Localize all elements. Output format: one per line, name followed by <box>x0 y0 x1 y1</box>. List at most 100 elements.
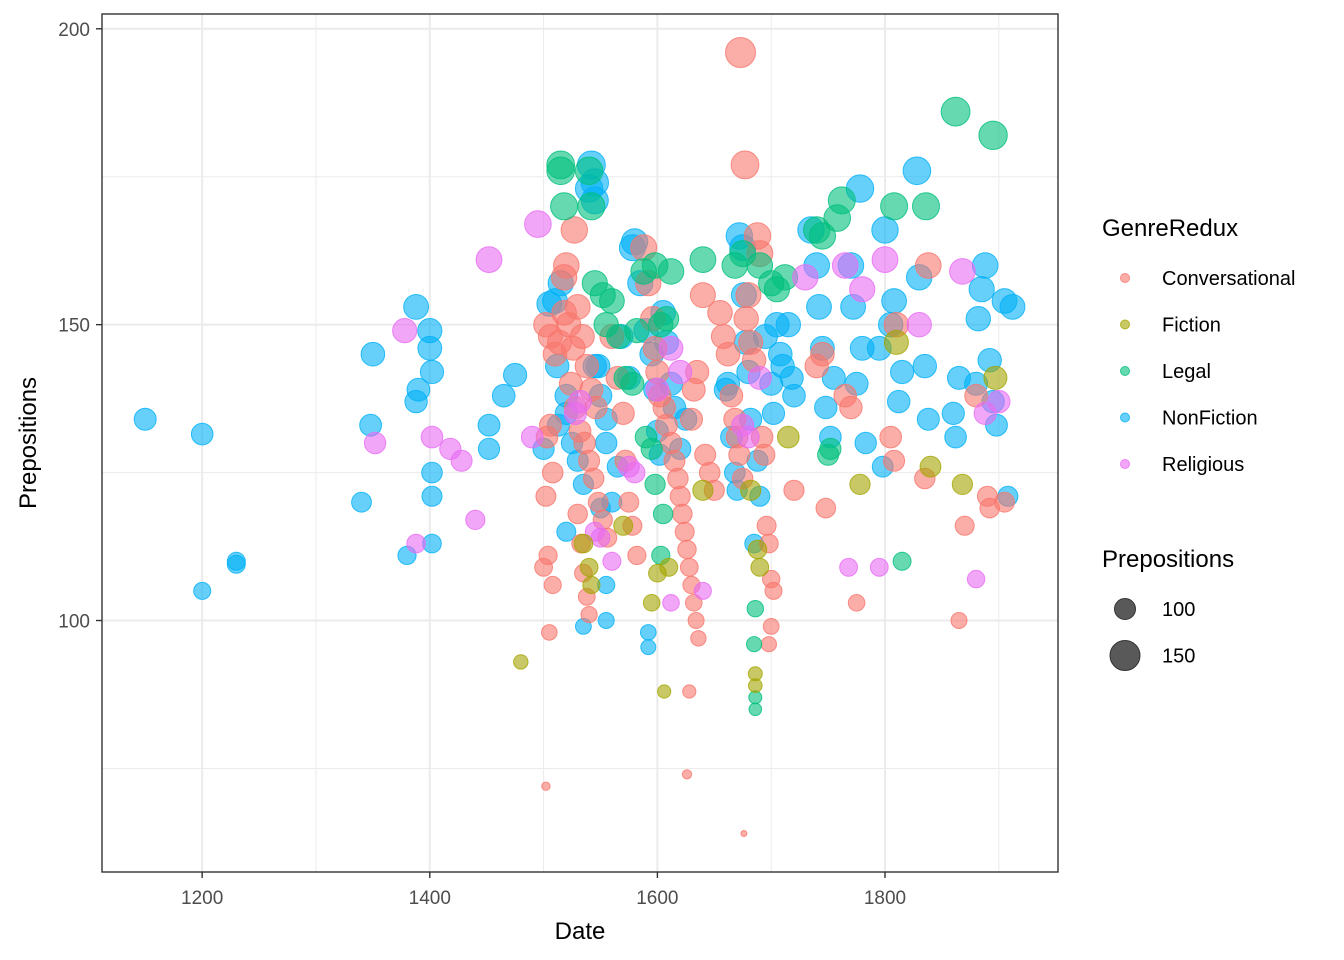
data-point <box>403 294 430 320</box>
data-point <box>944 425 967 449</box>
data-point <box>133 407 157 431</box>
y-axis-title: Prepositions <box>15 377 42 509</box>
data-point <box>419 359 445 385</box>
data-point <box>535 485 557 507</box>
data-point <box>760 636 778 653</box>
legend-item-legal: Legal <box>1120 361 1211 383</box>
data-point <box>887 389 911 414</box>
data-point <box>644 473 666 495</box>
data-point <box>689 246 717 274</box>
data-point <box>890 359 915 385</box>
data-point <box>406 533 426 554</box>
data-point <box>737 425 760 449</box>
data-point <box>580 606 598 624</box>
data-point <box>756 515 777 536</box>
data-point <box>640 624 657 641</box>
data-point <box>871 246 899 274</box>
data-point <box>578 449 601 472</box>
data-point <box>707 300 733 326</box>
legend-label: NonFiction <box>1162 408 1258 430</box>
data-point <box>351 491 372 513</box>
legend-label: Conversational <box>1162 268 1295 290</box>
data-point <box>541 781 551 791</box>
data-point <box>725 37 756 68</box>
data-point <box>735 282 762 309</box>
data-point <box>849 276 876 303</box>
data-point <box>692 479 714 501</box>
data-point <box>880 192 909 221</box>
data-point <box>912 192 940 221</box>
data-point <box>814 395 838 420</box>
data-point <box>730 150 760 180</box>
legend-key <box>1120 273 1130 283</box>
data-point <box>687 612 705 629</box>
data-point <box>645 377 670 402</box>
data-point <box>783 479 805 501</box>
data-point <box>582 575 601 595</box>
data-point <box>983 365 1008 390</box>
data-point <box>667 467 689 490</box>
data-point <box>949 258 976 285</box>
x-axis: 1200 1400 1600 1800 <box>181 872 906 909</box>
data-point <box>450 449 473 472</box>
data-point <box>541 624 558 641</box>
data-point <box>669 485 691 507</box>
legend-label: Legal <box>1162 361 1211 383</box>
data-point <box>681 769 693 780</box>
data-point <box>854 431 877 455</box>
data-point <box>541 461 564 484</box>
data-point <box>999 294 1026 320</box>
data-point <box>513 654 529 670</box>
data-point <box>597 612 615 629</box>
data-point <box>534 557 553 577</box>
data-point <box>764 581 783 600</box>
data-point <box>190 422 214 446</box>
data-point <box>715 341 741 367</box>
data-point <box>406 377 431 402</box>
legend-key <box>1120 412 1130 423</box>
data-point <box>740 479 762 501</box>
data-point <box>599 288 625 314</box>
data-point <box>693 581 712 600</box>
size-legend-item: 100 <box>1114 598 1195 621</box>
data-point <box>574 353 599 379</box>
data-point <box>363 431 387 455</box>
size-legend: Prepositions 100 150 <box>1102 546 1234 671</box>
data-point <box>502 362 528 388</box>
data-point <box>831 252 859 279</box>
data-point <box>819 437 842 460</box>
data-point <box>827 186 856 215</box>
legend-label: Religious <box>1162 454 1244 476</box>
data-point <box>728 443 751 466</box>
size-legend-key <box>1109 640 1141 671</box>
data-point <box>477 437 501 460</box>
data-point <box>524 210 552 238</box>
data-point <box>806 294 832 320</box>
legend-item-nonfiction: NonFiction <box>1120 408 1258 430</box>
color-legend: GenreRedux Conversational Fiction Legal Non… <box>1102 215 1295 476</box>
series-religious <box>363 210 1011 612</box>
data-point <box>663 449 686 472</box>
data-point <box>550 264 578 291</box>
data-point <box>971 252 999 279</box>
data-point <box>193 581 212 600</box>
data-point <box>950 612 968 629</box>
data-point <box>640 437 663 460</box>
legend-item-fiction: Fiction <box>1120 315 1221 337</box>
size-legend-label: 150 <box>1162 646 1195 668</box>
data-point <box>602 551 622 571</box>
data-point <box>579 557 599 577</box>
data-point <box>465 509 486 531</box>
data-point <box>883 329 909 355</box>
data-point <box>662 594 680 612</box>
data-point <box>689 282 716 309</box>
data-point <box>965 306 991 332</box>
x-tick-label: 1200 <box>181 888 223 909</box>
data-point <box>966 569 986 589</box>
data-point <box>543 575 562 595</box>
data-point <box>808 222 837 250</box>
data-point <box>746 600 764 618</box>
data-point <box>902 156 932 186</box>
data-point <box>226 554 246 574</box>
